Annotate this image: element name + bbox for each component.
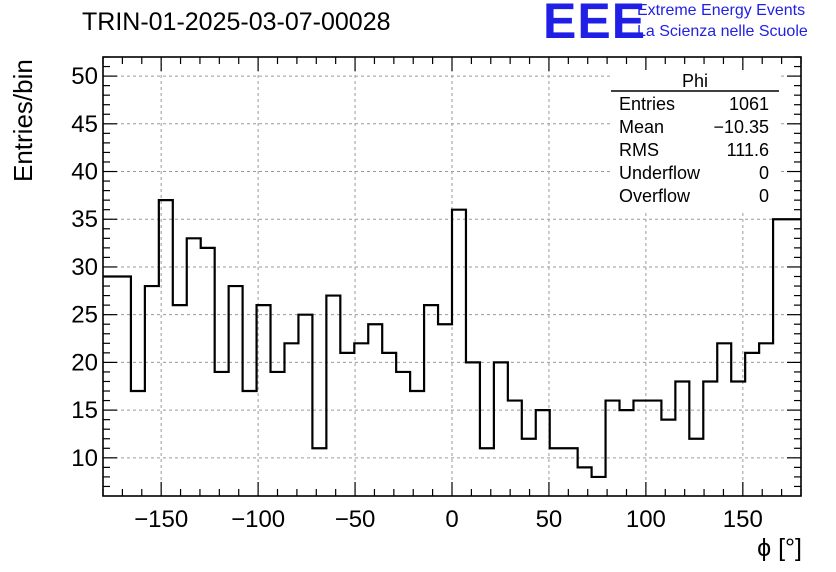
eee-logo: EEE — [543, 0, 647, 49]
x-tick-label: −150 — [134, 506, 188, 533]
x-axis-label: ϕ [°] — [757, 534, 802, 562]
logo-line-2: La Scienza nelle Scuole — [637, 23, 808, 40]
stats-row-label: Underflow — [619, 163, 701, 183]
chart-title: TRIN-01-2025-03-07-00028 — [82, 8, 391, 36]
stats-row-value: 111.6 — [727, 140, 769, 160]
histogram-outline — [103, 199, 801, 479]
stats-name: Phi — [682, 71, 708, 91]
stats-row-label: Overflow — [619, 186, 691, 206]
stats-row-value: −10.35 — [713, 117, 769, 137]
logo-line-1: Extreme Energy Events — [637, 2, 806, 19]
tick-labels: −150 −100 −50 0 50 100 150 10 15 20 25 30 35 40 45 50 — [71, 63, 763, 533]
y-tick-label: 15 — [71, 397, 98, 424]
stats-row-label: RMS — [619, 140, 659, 160]
stats-row-label: Entries — [619, 94, 675, 114]
y-tick-label: 10 — [71, 445, 98, 472]
stats-box: Phi Entries 1061 Mean −10.35 RMS 111.6 Underflo… — [611, 70, 779, 210]
stats-row-value: 1061 — [729, 94, 769, 114]
y-tick-label: 20 — [71, 349, 98, 376]
y-tick-label: 45 — [71, 111, 98, 138]
y-tick-label: 30 — [71, 254, 98, 281]
x-tick-label: 50 — [536, 506, 563, 533]
stats-row-value: 0 — [759, 186, 769, 206]
y-tick-label: 25 — [71, 302, 98, 329]
stats-background — [611, 70, 779, 210]
x-tick-label: 0 — [445, 506, 458, 533]
y-tick-label: 35 — [71, 206, 98, 233]
axis-ticks — [102, 56, 802, 496]
stats-row-value: 0 — [759, 163, 769, 183]
x-tick-label: −100 — [231, 506, 285, 533]
y-tick-label: 40 — [71, 159, 98, 186]
y-tick-label: 50 — [71, 63, 98, 90]
grid-lines — [103, 57, 801, 496]
stats-row-label: Mean — [619, 117, 664, 137]
x-tick-label: 100 — [626, 506, 666, 533]
x-tick-label: 150 — [723, 506, 763, 533]
x-tick-label: −50 — [335, 506, 376, 533]
